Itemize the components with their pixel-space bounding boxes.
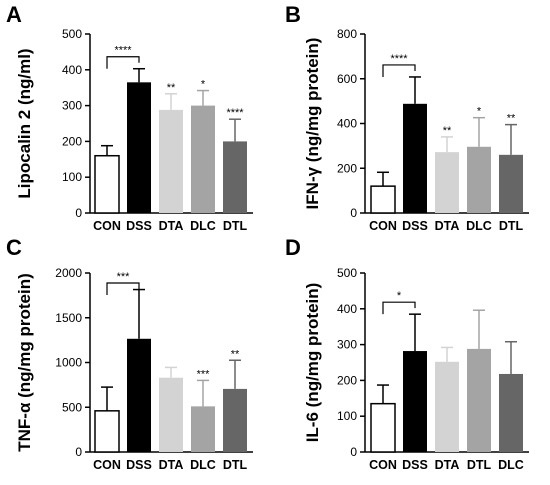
significance-label: * — [201, 79, 206, 91]
significance-label: ** — [167, 82, 176, 94]
x-tick-label: CON — [93, 219, 121, 233]
y-tick-label: 600 — [337, 72, 357, 86]
significance-label: **** — [226, 107, 244, 119]
x-tick-label: DTL — [223, 458, 248, 472]
bar-dlc — [191, 406, 215, 452]
bracket-significance-label: **** — [114, 45, 132, 57]
significance-label: *** — [197, 368, 211, 380]
x-tick-label: DTL — [223, 219, 248, 233]
panel-D: D IL-6 (ng/mg protein) 0 100 200 300 400 500 CON… — [285, 235, 529, 472]
panel-letter: A — [6, 2, 22, 27]
significance-label: ** — [507, 113, 516, 125]
y-tick-label: 400 — [337, 117, 357, 131]
x-tick-label: CON — [369, 219, 397, 233]
bracket-significance-label: * — [397, 290, 402, 302]
bracket-significance-label: **** — [390, 53, 408, 65]
x-tick-label: DSS — [126, 458, 152, 472]
panel-letter: D — [285, 235, 301, 260]
bar-dss — [127, 338, 151, 452]
x-tick-label: DTL — [499, 219, 524, 233]
x-tick-label: DTA — [159, 219, 184, 233]
y-tick-label: 0 — [350, 445, 357, 459]
bar-con — [370, 402, 396, 453]
bar-dta — [435, 152, 459, 213]
y-tick-label: 0 — [75, 206, 82, 220]
bar-dtl — [223, 388, 247, 452]
x-tick-label: CON — [93, 458, 121, 472]
bar-dta — [159, 377, 183, 452]
x-tick-label: CON — [369, 458, 397, 472]
y-tick-label: 400 — [337, 302, 357, 316]
y-tick-label: 500 — [62, 27, 82, 41]
panel-A: A Lipocalin 2 (ng/ml) 0 100 200 300 400 500 CON D… — [6, 2, 253, 233]
x-tick-label: DTA — [435, 458, 460, 472]
y-tick-label: 0 — [350, 206, 357, 220]
bar-dlc — [191, 105, 215, 213]
y-axis-title: IL-6 (ng/mg protein) — [303, 283, 322, 443]
y-tick-label: 400 — [62, 63, 82, 77]
x-tick-label: DSS — [126, 219, 152, 233]
x-tick-label: DTA — [435, 219, 460, 233]
comparison-bracket — [106, 282, 140, 295]
y-axis-title: TNF-α (ng/mg protein) — [15, 273, 34, 452]
panel-letter: B — [285, 2, 301, 27]
x-tick-label: DLC — [190, 458, 216, 472]
comparison-bracket — [382, 301, 416, 315]
y-tick-label: 1500 — [55, 311, 82, 325]
x-tick-label: DSS — [402, 458, 428, 472]
x-tick-label: DSS — [402, 219, 428, 233]
comparison-bracket — [106, 56, 140, 69]
comparison-bracket — [382, 64, 416, 77]
panel-C: C TNF-α (ng/mg protein) 0 500 1000 1500 2000 CO… — [6, 235, 253, 472]
bar-con — [370, 185, 396, 214]
y-tick-label: 2000 — [55, 266, 82, 280]
x-tick-label: DTA — [159, 458, 184, 472]
panel-letter: C — [6, 235, 22, 260]
significance-label: * — [477, 106, 482, 118]
y-tick-label: 0 — [75, 445, 82, 459]
significance-label: ** — [443, 125, 452, 137]
x-tick-label: DLC — [466, 219, 492, 233]
y-tick-label: 500 — [337, 266, 357, 280]
bar-dtl — [223, 141, 247, 213]
bar-con — [94, 154, 120, 214]
y-tick-label: 200 — [337, 161, 357, 175]
bar-dss — [403, 351, 427, 452]
x-tick-label: DLC — [498, 458, 524, 472]
y-tick-label: 100 — [337, 409, 357, 423]
significance-label: ** — [231, 348, 240, 360]
x-tick-label: DLC — [190, 219, 216, 233]
y-tick-label: 200 — [337, 373, 357, 387]
y-tick-label: 800 — [337, 27, 357, 41]
y-tick-label: 300 — [62, 99, 82, 113]
bar-dlc — [499, 373, 523, 452]
y-axis-title: IFN-γ (ng/mg protein) — [303, 38, 322, 210]
bar-dss — [127, 82, 151, 213]
y-tick-label: 500 — [62, 400, 82, 414]
bar-dlc — [467, 146, 491, 213]
y-tick-label: 1000 — [55, 356, 82, 370]
y-tick-label: 300 — [337, 338, 357, 352]
bar-dta — [159, 109, 183, 213]
bracket-significance-label: *** — [117, 271, 131, 283]
bar-dtl — [499, 154, 523, 213]
bar-dta — [435, 361, 459, 452]
bar-dss — [403, 103, 427, 213]
y-axis-title: Lipocalin 2 (ng/ml) — [15, 48, 34, 198]
y-tick-label: 100 — [62, 170, 82, 184]
y-tick-label: 200 — [62, 134, 82, 148]
bar-dtl — [467, 348, 491, 452]
bar-con — [94, 410, 120, 453]
x-tick-label: DTL — [467, 458, 492, 472]
